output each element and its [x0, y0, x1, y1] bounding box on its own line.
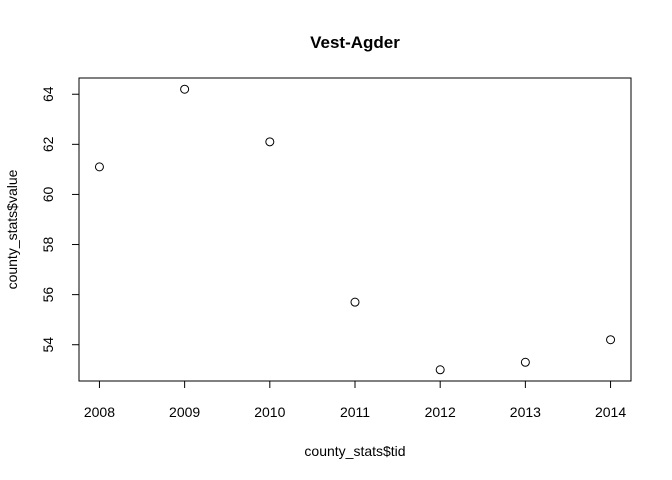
- x-tick-label: 2010: [254, 404, 285, 420]
- y-tick-label: 58: [40, 237, 56, 253]
- x-tick-label: 2013: [510, 404, 541, 420]
- y-axis: 54 56 58 60 62 64: [40, 86, 80, 353]
- chart-title: Vest-Agder: [310, 33, 400, 52]
- x-tick-label: 2014: [595, 404, 626, 420]
- y-tick-label: 64: [40, 86, 56, 102]
- x-tick-label: 2008: [84, 404, 115, 420]
- x-tick-label: 2011: [340, 404, 370, 420]
- x-tick-label: 2009: [169, 404, 200, 420]
- x-tick-label: 2012: [425, 404, 456, 420]
- y-tick-label: 60: [40, 186, 56, 202]
- data-point: [94, 162, 104, 172]
- y-tick-label: 62: [40, 136, 56, 152]
- data-point: [180, 84, 190, 94]
- plot-frame: [78, 77, 632, 382]
- data-point: [265, 137, 275, 147]
- y-tick-label: 54: [40, 337, 56, 353]
- x-axis: 2008 2009 2010 2011 2012 2013 2014: [84, 380, 626, 420]
- data-point: [606, 335, 616, 345]
- y-tick-label: 56: [40, 287, 56, 303]
- data-point: [520, 357, 530, 367]
- data-point: [435, 365, 445, 375]
- data-point: [350, 297, 360, 307]
- data-points: [94, 84, 616, 375]
- y-axis-label: county_stats$value: [4, 169, 20, 289]
- x-axis-label: county_stats$tid: [304, 443, 405, 459]
